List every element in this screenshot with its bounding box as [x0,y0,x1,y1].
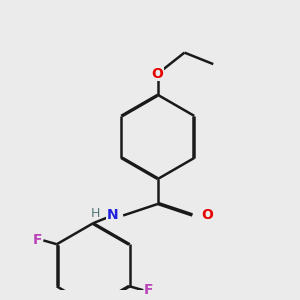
Text: O: O [201,208,213,223]
Text: H: H [91,207,100,220]
Text: O: O [152,67,164,81]
Text: F: F [33,233,42,248]
Text: F: F [144,283,154,297]
Text: N: N [106,208,118,223]
